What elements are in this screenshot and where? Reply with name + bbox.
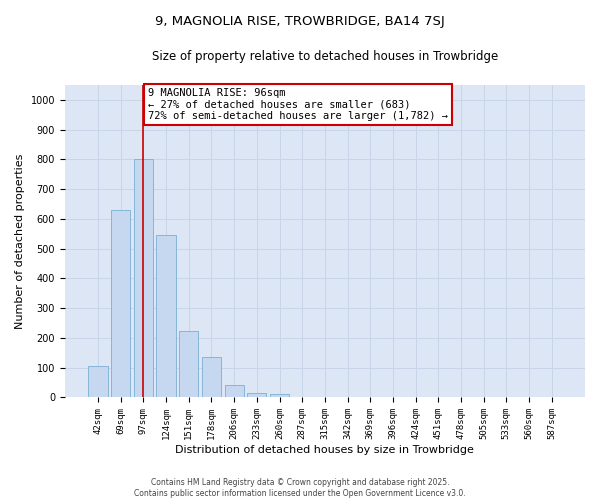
Bar [247,393,266,398]
Bar [111,210,130,398]
Bar [179,332,199,398]
Bar [134,160,153,398]
Bar [88,366,108,398]
Text: 9 MAGNOLIA RISE: 96sqm
← 27% of detached houses are smaller (683)
72% of semi-de: 9 MAGNOLIA RISE: 96sqm ← 27% of detached… [148,88,448,121]
Title: Size of property relative to detached houses in Trowbridge: Size of property relative to detached ho… [152,50,498,63]
Bar [270,394,289,398]
Y-axis label: Number of detached properties: Number of detached properties [15,154,25,329]
Bar [224,385,244,398]
Text: 9, MAGNOLIA RISE, TROWBRIDGE, BA14 7SJ: 9, MAGNOLIA RISE, TROWBRIDGE, BA14 7SJ [155,15,445,28]
Bar [157,236,176,398]
X-axis label: Distribution of detached houses by size in Trowbridge: Distribution of detached houses by size … [175,445,475,455]
Bar [202,358,221,398]
Text: Contains HM Land Registry data © Crown copyright and database right 2025.
Contai: Contains HM Land Registry data © Crown c… [134,478,466,498]
